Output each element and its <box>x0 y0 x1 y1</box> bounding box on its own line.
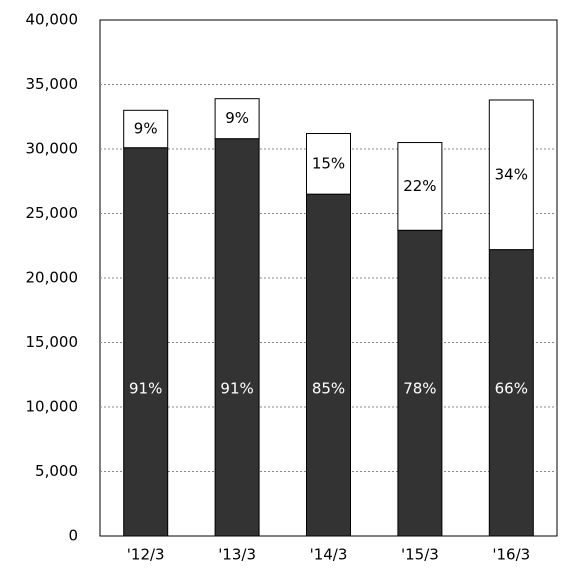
percent-label: 15% <box>312 154 345 172</box>
bar-segment <box>214 138 260 537</box>
y-tick-label: 10,000 <box>26 398 79 416</box>
y-tick-label: 20,000 <box>26 269 79 287</box>
y-tick-label: 35,000 <box>26 75 79 93</box>
bar-segment <box>397 229 443 537</box>
percent-label: 9% <box>225 109 249 127</box>
percent-label: 78% <box>403 380 436 398</box>
bar-segment <box>306 133 351 195</box>
percent-label: 85% <box>312 380 345 398</box>
x-tick-label: '12/3 <box>127 546 165 564</box>
percent-label: 22% <box>403 177 436 195</box>
bar-segment <box>306 193 351 537</box>
bar-segment <box>397 142 443 231</box>
percent-label: 91% <box>220 380 253 398</box>
percent-label: 9% <box>134 120 158 138</box>
y-tick-label: 40,000 <box>26 11 79 29</box>
percent-label: 91% <box>129 380 162 398</box>
bar-segment <box>214 98 260 140</box>
bar-segment <box>488 249 534 537</box>
y-tick-label: 0 <box>68 527 78 545</box>
bar-segment <box>123 109 169 149</box>
x-tick-label: '16/3 <box>492 546 530 564</box>
x-tick-label: '14/3 <box>310 546 348 564</box>
percent-label: 34% <box>495 165 528 183</box>
y-tick-label: 30,000 <box>26 140 79 158</box>
y-tick-label: 25,000 <box>26 204 79 222</box>
percent-label: 66% <box>495 380 528 398</box>
y-tick-label: 15,000 <box>26 333 79 351</box>
x-tick-label: '13/3 <box>218 546 256 564</box>
bar-segment <box>123 147 169 537</box>
x-tick-label: '15/3 <box>401 546 439 564</box>
bar-segment <box>488 99 534 251</box>
y-tick-label: 5,000 <box>35 462 78 480</box>
